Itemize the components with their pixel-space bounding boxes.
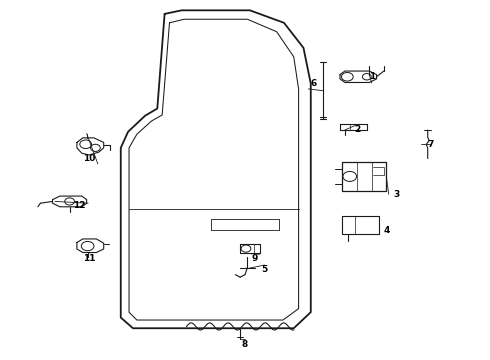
Text: 11: 11 — [83, 254, 96, 263]
Text: 5: 5 — [261, 265, 268, 274]
Text: 2: 2 — [354, 126, 360, 135]
Text: 1: 1 — [368, 72, 375, 81]
Text: 8: 8 — [242, 340, 248, 349]
Text: 10: 10 — [83, 154, 95, 163]
Text: 3: 3 — [393, 190, 399, 199]
Text: 12: 12 — [73, 201, 86, 210]
Text: 6: 6 — [310, 79, 317, 88]
Text: 9: 9 — [251, 254, 258, 263]
Text: 4: 4 — [383, 225, 390, 234]
Text: 7: 7 — [427, 140, 433, 149]
